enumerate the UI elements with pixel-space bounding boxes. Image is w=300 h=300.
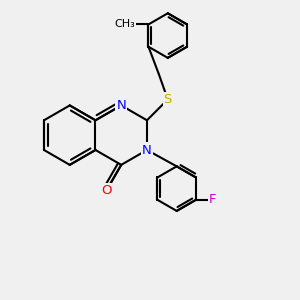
Text: S: S bbox=[164, 93, 172, 106]
Text: N: N bbox=[116, 99, 126, 112]
Text: CH₃: CH₃ bbox=[114, 20, 135, 29]
Text: F: F bbox=[208, 193, 216, 206]
Text: N: N bbox=[142, 143, 152, 157]
Text: O: O bbox=[101, 184, 112, 197]
